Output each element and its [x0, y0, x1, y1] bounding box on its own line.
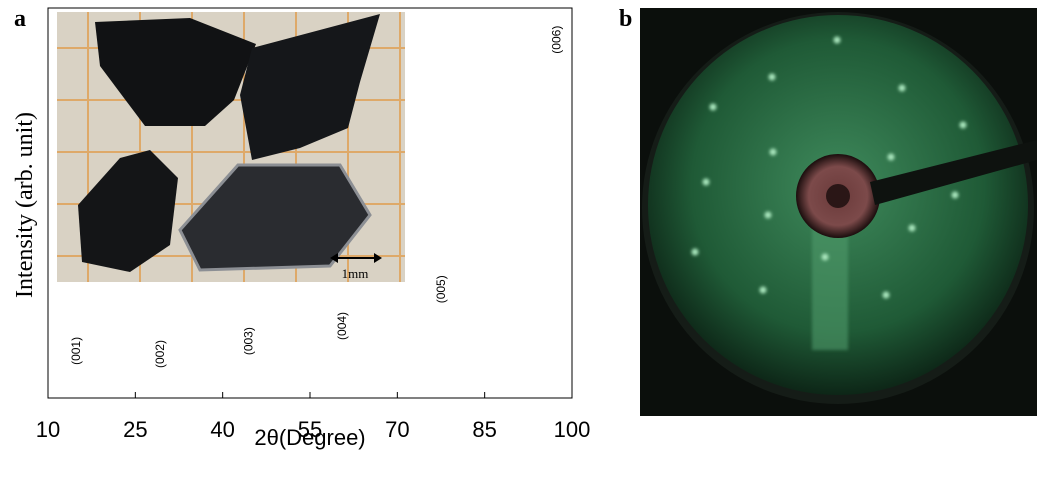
page: a 1mm 2θ(Degree) Intensity (arb. unit) b	[0, 0, 1037, 486]
peak-label: (006)	[549, 26, 563, 54]
panel-label: b	[619, 6, 632, 32]
x-tick-label: 40	[210, 417, 234, 442]
x-tick-label: 85	[472, 417, 496, 442]
peak-label: (003)	[241, 327, 255, 355]
panel-label: a	[14, 6, 26, 32]
x-tick-label: 100	[554, 417, 591, 442]
peak-label: (005)	[434, 275, 448, 303]
x-tick-label: 25	[123, 417, 147, 442]
y-axis-label: Intensity (arb. unit)	[12, 112, 38, 298]
x-tick-label: 70	[385, 417, 409, 442]
peak-label: (004)	[335, 312, 349, 340]
diffraction-photo	[640, 8, 1037, 416]
inset-photo	[57, 12, 405, 282]
scale-label: 1mm	[342, 266, 369, 281]
x-tick-label: 10	[36, 417, 60, 442]
peak-label: (002)	[153, 340, 167, 368]
peak-label: (001)	[69, 337, 83, 365]
x-tick-label: 55	[298, 417, 322, 442]
figure: a 1mm 2θ(Degree) Intensity (arb. unit) b	[0, 0, 1037, 486]
